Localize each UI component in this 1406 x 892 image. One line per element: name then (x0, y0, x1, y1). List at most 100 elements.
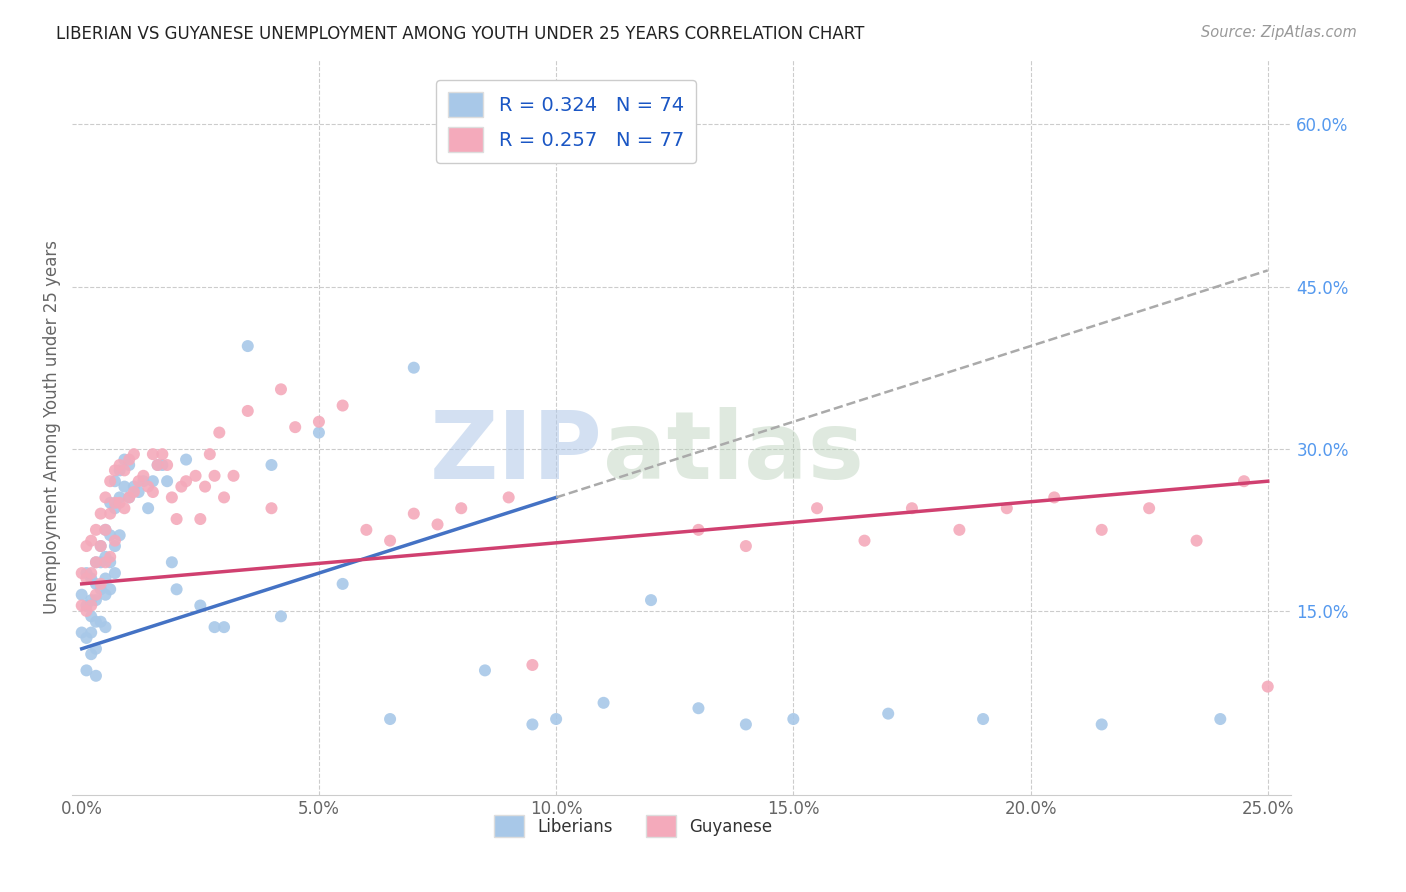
Point (1185, 533, 1208, 548)
Point (853, 533, 876, 548)
Point (94, 523, 117, 537)
Point (142, 474, 165, 488)
Point (166, 512, 188, 526)
Point (80, 593, 103, 607)
Point (688, 523, 710, 537)
Point (118, 458, 141, 472)
Point (546, 712, 568, 726)
Point (402, 360, 425, 375)
Point (402, 507, 425, 521)
Point (995, 501, 1018, 516)
Point (735, 539, 758, 553)
Point (236, 404, 259, 418)
Point (194, 480, 217, 494)
Point (90, 555, 112, 569)
Point (118, 491, 141, 505)
Text: ZIP: ZIP (430, 407, 603, 499)
Point (84, 523, 107, 537)
Point (122, 485, 145, 500)
Point (94, 523, 117, 537)
Point (90, 577, 112, 591)
Point (474, 664, 496, 678)
Point (270, 609, 292, 624)
Point (112, 452, 135, 467)
Point (80, 566, 103, 580)
Point (108, 528, 131, 542)
Point (132, 474, 155, 488)
Point (104, 474, 127, 488)
Point (104, 463, 127, 477)
Point (128, 485, 150, 500)
Point (75, 566, 97, 580)
Point (80, 625, 103, 640)
Point (142, 447, 165, 461)
Point (75, 572, 97, 586)
Point (84, 555, 107, 569)
Point (378, 533, 401, 548)
Point (356, 523, 378, 537)
Point (136, 501, 159, 516)
Point (84, 555, 107, 569)
Point (70, 599, 93, 613)
Point (94, 620, 117, 634)
Point (70, 625, 93, 640)
Point (198, 447, 221, 461)
Point (450, 501, 472, 516)
Point (877, 706, 900, 721)
Point (260, 458, 283, 472)
Point (80, 572, 103, 586)
Point (132, 468, 155, 483)
Point (84, 593, 107, 607)
Point (80, 599, 103, 613)
Point (150, 447, 173, 461)
Point (98, 474, 121, 488)
Point (112, 463, 135, 477)
Point (84, 641, 107, 656)
Point (94, 549, 117, 564)
Point (1137, 501, 1160, 516)
Point (84, 588, 107, 602)
Point (222, 468, 245, 483)
Point (90, 539, 112, 553)
Point (98, 549, 121, 564)
Point (972, 712, 994, 726)
Point (98, 496, 121, 510)
Point (104, 496, 127, 510)
Point (212, 491, 235, 505)
Point (170, 480, 193, 494)
Point (70, 566, 93, 580)
Point (122, 480, 145, 494)
Point (80, 609, 103, 624)
Point (122, 447, 145, 461)
Point (146, 458, 169, 472)
Point (270, 382, 292, 396)
Point (90, 539, 112, 553)
Point (104, 501, 127, 516)
Point (332, 399, 354, 413)
Point (80, 533, 103, 548)
Point (75, 604, 97, 618)
Point (166, 582, 188, 597)
Point (80, 647, 103, 661)
Legend: Liberians, Guyanese: Liberians, Guyanese (485, 807, 780, 846)
Point (592, 696, 614, 710)
Point (1091, 717, 1114, 731)
Point (174, 474, 197, 488)
Point (94, 572, 117, 586)
Point (156, 458, 179, 472)
Point (1091, 523, 1114, 537)
Point (498, 491, 520, 505)
Point (1209, 712, 1232, 726)
Point (426, 517, 449, 532)
Point (378, 712, 401, 726)
Text: atlas: atlas (603, 407, 863, 499)
Point (204, 620, 226, 634)
Point (735, 717, 758, 731)
Point (1233, 474, 1256, 488)
Point (260, 501, 283, 516)
Point (94, 588, 117, 602)
Point (98, 507, 121, 521)
Point (188, 512, 211, 526)
Point (782, 712, 804, 726)
Point (208, 425, 231, 440)
